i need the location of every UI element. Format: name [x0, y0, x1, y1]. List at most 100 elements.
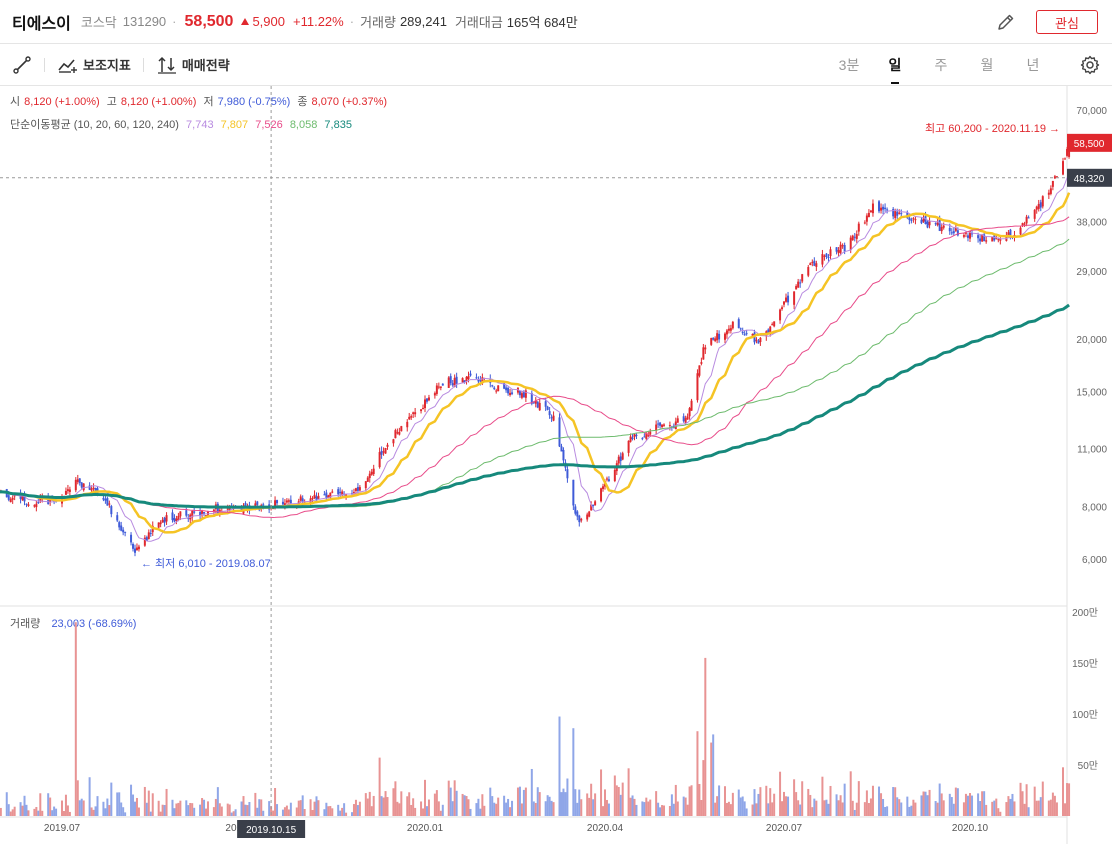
volume-bar	[729, 804, 732, 816]
candle-body	[769, 326, 772, 335]
candle-body	[173, 517, 176, 522]
volume-bar	[149, 811, 152, 816]
pencil-icon[interactable]	[996, 12, 1016, 32]
volume-bar	[629, 797, 632, 816]
volume-bar	[254, 792, 257, 816]
volume-bar	[894, 787, 897, 816]
candle-body	[424, 399, 426, 409]
candle-body	[849, 237, 852, 250]
volume-bar	[80, 798, 83, 816]
volume-bar	[795, 792, 798, 816]
trade-strategy-icon	[157, 56, 176, 74]
x-tick-label: 2020.10	[952, 823, 989, 834]
volume-bar	[220, 806, 223, 816]
tab-month[interactable]: 월	[980, 57, 994, 73]
candle-body	[356, 487, 359, 491]
candle-body	[313, 494, 316, 499]
candle-body	[755, 339, 758, 341]
volume-bar	[753, 789, 756, 816]
volume-bar	[550, 800, 553, 816]
interest-button[interactable]: 관심	[1036, 10, 1098, 34]
volume-bar	[920, 795, 923, 816]
volume-bar	[853, 809, 856, 816]
candle-body	[433, 393, 436, 396]
candle-body	[811, 261, 814, 263]
volume-bar	[884, 806, 887, 816]
candle-body	[718, 333, 721, 340]
volume-bar	[226, 803, 229, 816]
current-price: 58,500	[184, 12, 234, 30]
volume-bar	[613, 775, 616, 816]
candle-body	[199, 511, 202, 516]
candle-body	[865, 215, 868, 222]
volume-bar	[564, 792, 567, 816]
candle-body	[886, 209, 889, 211]
volume-bar	[62, 811, 65, 816]
price-tick-label: 29,000	[1076, 267, 1107, 278]
volume-bar	[1011, 793, 1014, 816]
candle-body	[552, 415, 555, 421]
volume-bar	[189, 802, 192, 816]
candle-body	[835, 247, 838, 252]
candle-body	[544, 401, 547, 407]
gear-icon[interactable]	[1080, 55, 1100, 75]
volume-bar	[767, 803, 770, 816]
candle-body	[825, 253, 828, 257]
candle-body	[337, 489, 340, 495]
tab-week[interactable]: 주	[934, 57, 948, 73]
candle-body	[950, 232, 953, 234]
volume-bar	[161, 804, 164, 816]
candle-body	[165, 515, 168, 522]
stock-chart[interactable]: 6,000 8,000 11,000 15,000 20,000 29,000 38,000…	[0, 86, 1112, 844]
candle-body	[1051, 180, 1054, 187]
low-label: 저	[203, 96, 214, 108]
volume-bar	[1041, 781, 1044, 816]
price-tick-label: 11,000	[1077, 444, 1107, 455]
volume-bar	[880, 793, 883, 816]
volume-bar	[787, 796, 790, 816]
candle-body	[354, 488, 357, 491]
volume-bar	[926, 795, 929, 816]
volume-bar	[49, 797, 52, 816]
candle-body	[936, 222, 939, 226]
x-tick-label: 2020.04	[587, 823, 624, 834]
indicator-button[interactable]: 보조지표	[57, 55, 131, 75]
volume-bar	[566, 778, 569, 816]
open-label: 시	[10, 96, 21, 108]
volume-bar	[143, 786, 146, 816]
candle-body	[366, 477, 369, 482]
volume-bar	[203, 799, 206, 816]
volume-bar	[110, 782, 113, 816]
volume-bar	[193, 807, 196, 816]
candle-body	[412, 412, 415, 415]
candle-body	[122, 529, 125, 533]
candle-body	[686, 416, 689, 420]
draw-line-icon[interactable]	[12, 55, 32, 75]
tab-year[interactable]: 년	[1026, 57, 1040, 73]
volume-bar	[479, 808, 482, 816]
volume-bar	[807, 788, 810, 816]
candle-body	[120, 525, 123, 531]
candle-body	[574, 506, 577, 514]
volume-bar	[674, 784, 677, 816]
volume-bar	[104, 808, 107, 816]
volume-bar	[76, 780, 79, 816]
candle-body	[655, 424, 658, 431]
volume-bar	[297, 800, 300, 816]
candle-body	[956, 230, 959, 236]
volume-bar	[276, 804, 279, 816]
volume-bar	[214, 798, 217, 816]
volume-bar	[534, 802, 537, 816]
volume-bar	[311, 809, 314, 816]
candle-body	[1037, 203, 1040, 209]
volume-bar	[1051, 792, 1054, 816]
volume-bar	[718, 785, 721, 816]
volume-bar	[912, 799, 915, 816]
volume-bar	[61, 800, 63, 816]
toolbar-divider	[44, 57, 45, 72]
volume-bar	[797, 800, 800, 816]
strategy-button[interactable]: 매매전략	[156, 55, 230, 75]
tab-day[interactable]: 일	[872, 55, 918, 84]
candle-body	[781, 307, 784, 310]
tab-3min[interactable]: 3분	[838, 57, 860, 73]
